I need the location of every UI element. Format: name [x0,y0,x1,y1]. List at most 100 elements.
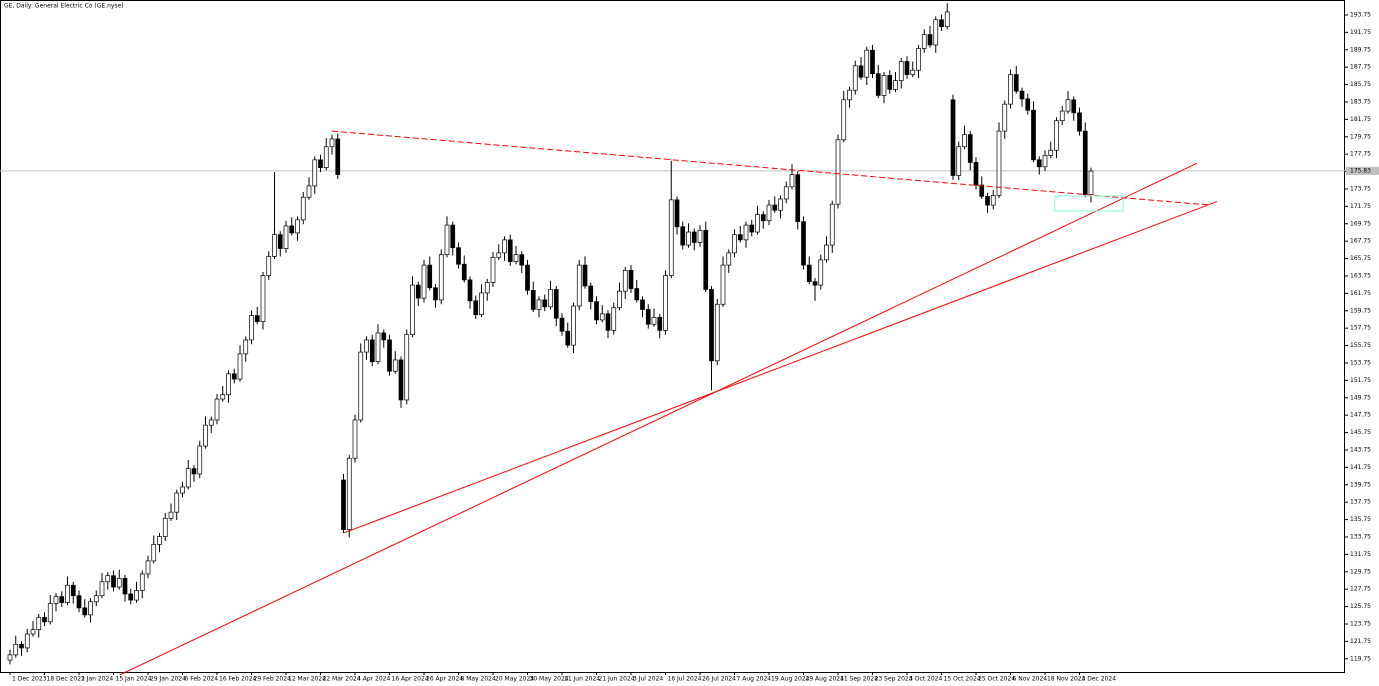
x-tick-label: 29 Aug 2024 [806,676,845,683]
x-tick-label: 30 May 2024 [530,676,569,683]
y-tick-label: 129.75 [1350,568,1371,575]
candle-body [1054,120,1059,151]
y-tick-label: 167.75 [1350,238,1371,245]
candle-body [1048,149,1054,156]
candle-body [243,339,249,355]
candle-body [841,99,847,141]
candle-body [542,299,548,308]
candle-body [231,373,237,380]
y-tick-label: 157.75 [1350,325,1371,332]
x-tick-label: 16 Apr 2024 [392,676,429,683]
candle-body [456,247,461,265]
candle-body [1071,99,1077,114]
candle-body [427,264,433,289]
candle-body [927,34,933,46]
candle-body [134,590,139,601]
candle-body [203,424,208,447]
candle-body [410,284,415,336]
candle-body [1088,170,1094,195]
candle-body [174,492,180,513]
candle-body [755,214,760,233]
candle-body [473,300,479,316]
candle-body [548,289,553,308]
trendline [119,162,1198,676]
candle-body [151,544,157,562]
candle-body [789,174,795,188]
candle-body [421,264,427,299]
candle-body [36,617,42,630]
candle-body [369,339,375,363]
candle-body [1013,74,1019,92]
candle-body [433,287,438,301]
candle-body [933,19,939,46]
candle-body [737,234,743,241]
candle-body [680,226,686,246]
candle-body [990,195,996,206]
y-tick-label: 165.75 [1350,255,1371,262]
candle-body [490,256,496,283]
candle-body [358,351,364,421]
candle-body [714,303,720,362]
candle-body [778,198,783,211]
candle-body [88,601,93,616]
candle-body [519,254,525,266]
y-tick-label: 145.75 [1350,429,1371,436]
candle-body [743,224,749,241]
candle-body [300,196,306,221]
y-tick-label: 149.75 [1350,394,1371,401]
y-tick-label: 185.75 [1350,81,1371,88]
candle-body [1002,103,1008,132]
candle-body [306,185,312,198]
candle-body [237,353,243,380]
candle-body [979,184,985,197]
candle-body [939,19,944,28]
candle-body [530,289,536,310]
candle-body [893,80,898,90]
candle-body [847,89,852,101]
y-tick-label: 137.75 [1350,499,1371,506]
candle-body [82,607,88,616]
candle-body [93,595,99,603]
candle-body [254,315,260,322]
candle-body [663,275,668,331]
candle-body [398,359,404,401]
candle-body [611,307,617,331]
candle-body [479,292,484,316]
candle-body [1036,159,1042,168]
x-tick-label: 11 Jun 2024 [564,676,600,683]
candle-body [806,264,812,282]
candle-body [283,225,289,249]
candle-body [392,359,398,372]
candle-body [686,231,691,246]
candle-body [887,75,893,90]
candle-body [812,281,818,286]
candle-body [42,617,47,623]
candle-body [450,224,456,249]
candle-body [116,577,122,588]
candle-body [352,419,358,459]
candle-body [7,654,13,661]
x-tick-label: 1 Dec 2023 [12,676,47,683]
candle-body [818,259,824,286]
candle-body [605,313,611,331]
candle-body [783,186,789,200]
candle-body [157,536,162,545]
x-tick-label: 3 Oct 2024 [909,676,942,683]
plot-frame [0,0,1345,673]
candle-body [59,596,65,604]
candle-body [996,130,1002,196]
y-tick-label: 135.75 [1350,516,1371,523]
candle-body [1059,110,1065,122]
candle-body [1077,112,1082,132]
y-tick-label: 127.75 [1350,586,1371,593]
candle-body [1065,99,1071,112]
zone [1054,195,1124,212]
candle-body [191,468,197,475]
x-tick-label: 19 Aug 2024 [771,676,810,683]
candle-body [312,159,318,187]
y-tick-label: 173.75 [1350,185,1371,192]
candle-body [881,75,887,96]
candle-body [404,334,410,401]
candle-body [582,264,588,287]
candle-body [697,229,703,243]
